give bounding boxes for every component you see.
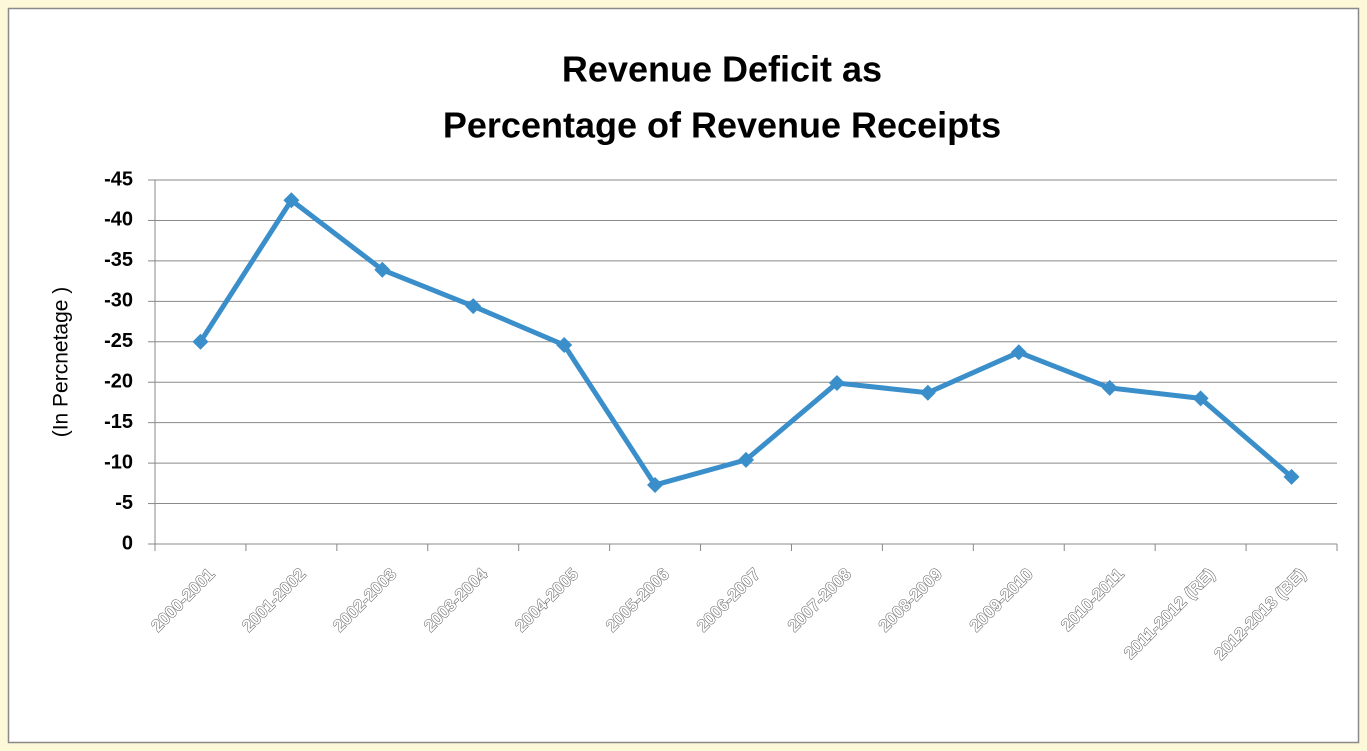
- chart-title: Percentage of Revenue Receipts: [443, 105, 1001, 146]
- chart-frame: [7, 7, 1360, 744]
- y-tick-label: -25: [104, 330, 133, 352]
- data-point: [1010, 344, 1027, 361]
- data-point: [374, 261, 391, 278]
- data-point: [465, 298, 482, 315]
- data-point: [556, 337, 573, 354]
- data-point: [647, 476, 664, 493]
- y-tick-label: -15: [104, 411, 133, 433]
- y-tick-label: -45: [104, 168, 133, 190]
- data-point: [919, 384, 936, 401]
- y-tick-label: 0: [122, 532, 133, 554]
- data-point: [738, 451, 754, 468]
- y-tick-label: -30: [104, 290, 133, 312]
- y-tick-label: -20: [104, 371, 133, 393]
- data-point: [1283, 468, 1300, 485]
- data-point: [192, 333, 209, 350]
- data-point: [283, 192, 300, 209]
- data-point: [828, 375, 845, 392]
- data-point: [1192, 390, 1209, 407]
- y-tick-label: -10: [104, 451, 133, 473]
- y-axis-label: (In Percnetage ): [50, 287, 73, 438]
- y-tick-label: -5: [115, 492, 133, 514]
- data-point: [1101, 379, 1118, 396]
- chart-title: Revenue Deficit as: [562, 49, 882, 90]
- y-tick-label: -40: [104, 209, 133, 231]
- y-tick-label: -35: [104, 249, 133, 271]
